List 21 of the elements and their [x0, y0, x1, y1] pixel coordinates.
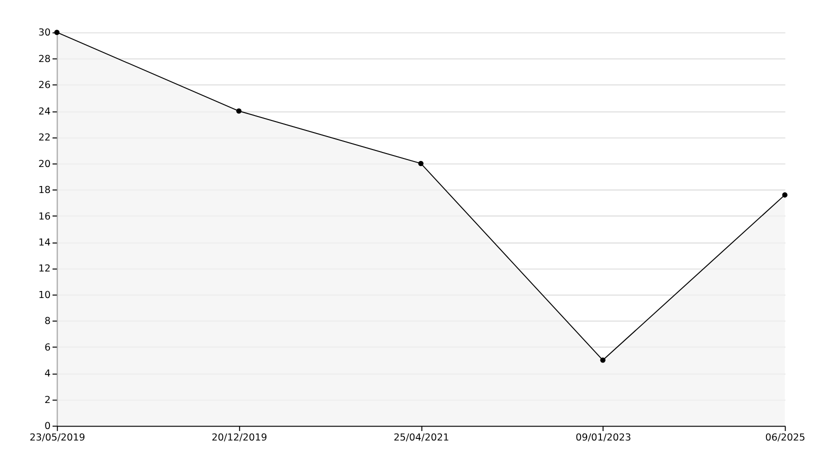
y-tick-label: 22 — [38, 132, 51, 144]
y-tick-label: 18 — [38, 185, 51, 196]
x-tick-label: 20/12/2019 — [212, 432, 268, 444]
y-tick-label: 20 — [38, 158, 51, 170]
x-tick-label: 23/05/2019 — [30, 432, 86, 444]
y-tick-label: 2 — [44, 394, 51, 406]
y-tick-label: 30 — [38, 28, 51, 39]
x-tick-label: 09/01/2023 — [576, 432, 632, 444]
y-tick-label: 28 — [38, 54, 51, 65]
y-tick-label: 4 — [44, 368, 51, 380]
y-tick-label: 14 — [38, 238, 51, 249]
y-tick-label: 26 — [38, 80, 51, 92]
y-tick-label: 0 — [44, 421, 51, 432]
y-tick-label: 10 — [38, 290, 51, 301]
y-tick-label: 24 — [38, 106, 51, 118]
y-tick-label: 16 — [38, 211, 51, 222]
x-tick-label: 25/04/2021 — [394, 432, 450, 444]
y-tick-label: 12 — [38, 264, 51, 275]
x-tick-label: 06/2025 — [765, 432, 806, 444]
y-tick-label: 8 — [44, 316, 51, 328]
y-tick-label: 6 — [44, 342, 51, 354]
